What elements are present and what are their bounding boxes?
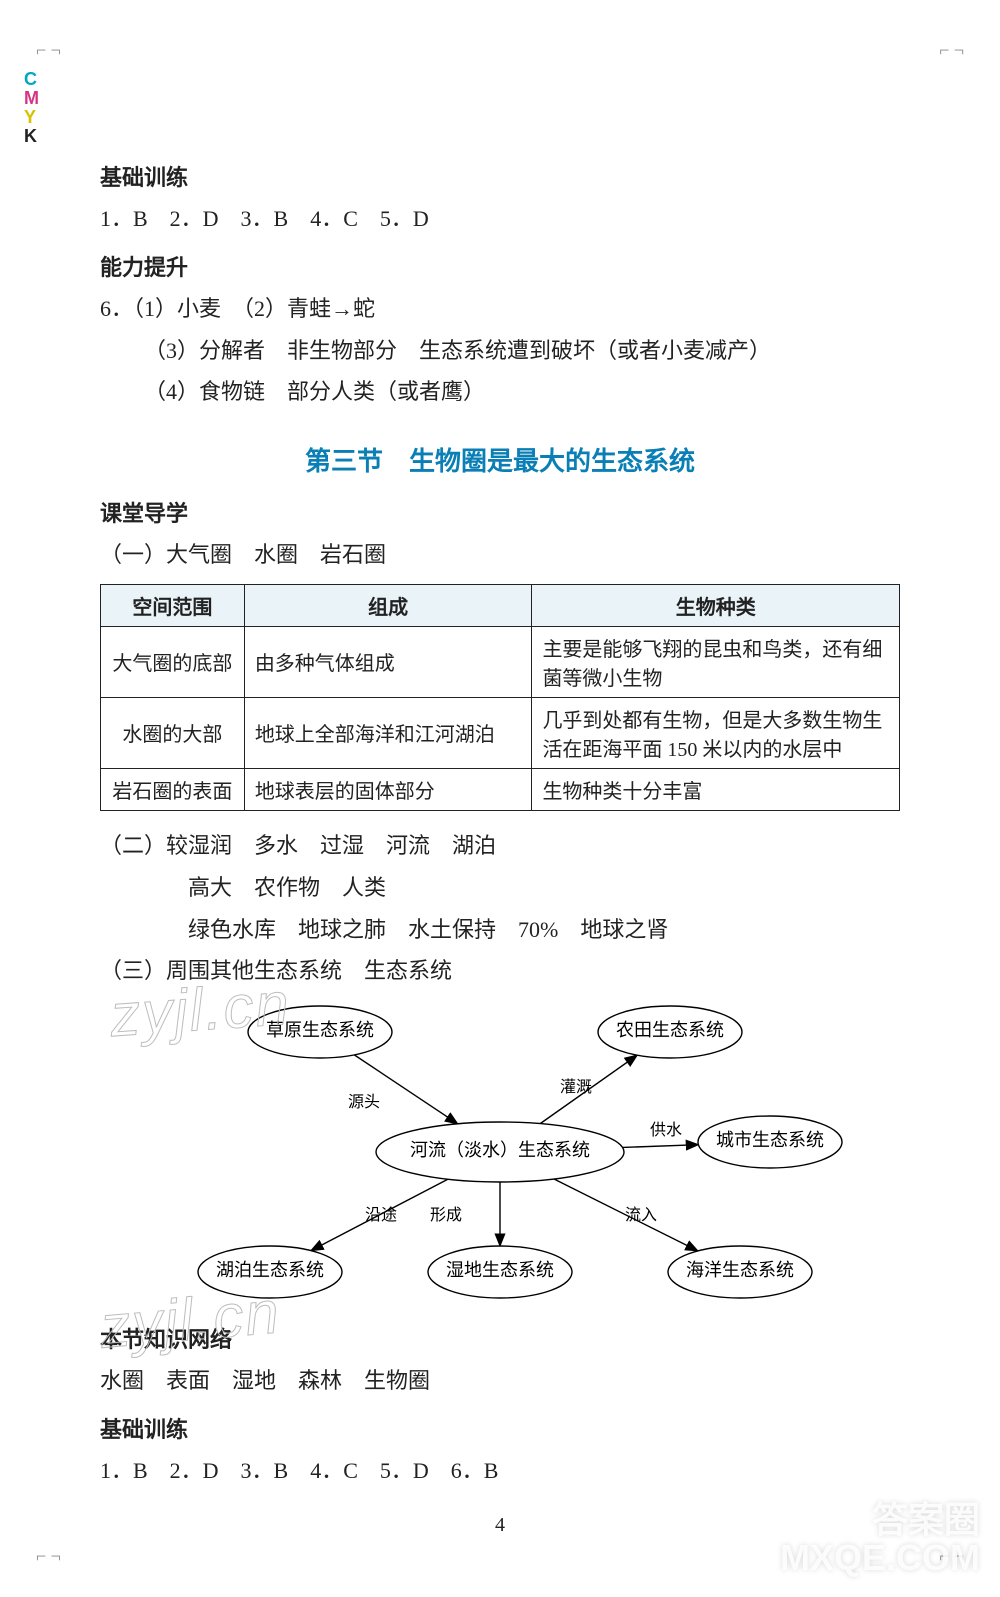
crop-mark-tr: ⌐ ¬	[939, 40, 964, 61]
diagram-node-label: 湿地生态系统	[446, 1260, 554, 1280]
cell: 几乎到处都有生物，但是大多数生物生活在距海平面 150 米以内的水层中	[532, 697, 900, 768]
crop-mark-tl: ⌐ ¬	[36, 40, 61, 61]
biosphere-table: 空间范围 组成 生物种类 大气圈的底部 由多种气体组成 主要是能够飞翔的昆虫和鸟…	[100, 584, 900, 811]
heading-classguide: 课堂导学	[100, 496, 900, 528]
heading-basic-training-2: 基础训练	[100, 1412, 900, 1444]
crop-mark-br: ⌐ ¬	[939, 1546, 964, 1567]
diagram-edge-label: 源头	[348, 1093, 380, 1111]
diagram-edge-label: 供水	[650, 1121, 682, 1139]
table-row: 岩石圈的表面 地球表层的固体部分 生物种类十分丰富	[101, 768, 900, 810]
table-row: 大气圈的底部 由多种气体组成 主要是能够飞翔的昆虫和鸟类，还有细菌等微小生物	[101, 626, 900, 697]
diagram-node-label: 湖泊生态系统	[216, 1260, 324, 1280]
cmyk-c: C	[24, 69, 37, 89]
diagram-node-label: 城市生态系统	[716, 1130, 824, 1150]
diagram-node-label: 草原生态系统	[266, 1020, 374, 1040]
q6-line-1: 6．（1）小麦 （2）青蛙→蛇	[100, 288, 900, 330]
part-iii-line: （三）周围其他生态系统 生态系统	[100, 950, 900, 992]
knowledge-line: 水圈 表面 湿地 森林 生物圈	[100, 1360, 900, 1402]
page-body: 基础训练 1．B 2．D 3．B 4．C 5．D 能力提升 6．（1）小麦 （2…	[0, 0, 1000, 1597]
th-species: 生物种类	[532, 584, 900, 626]
diagram-edge	[623, 1145, 699, 1148]
cmyk-k: K	[24, 126, 37, 146]
th-range: 空间范围	[101, 584, 245, 626]
cell: 水圈的大部	[101, 697, 245, 768]
diagram-node-label: 农田生态系统	[616, 1020, 724, 1040]
diagram-edge-label: 形成	[430, 1206, 462, 1224]
table-row: 水圈的大部 地球上全部海洋和江河湖泊 几乎到处都有生物，但是大多数生物生活在距海…	[101, 697, 900, 768]
cell: 大气圈的底部	[101, 626, 245, 697]
part-i-line: （一）大气圈 水圈 岩石圈	[100, 534, 900, 576]
diagram-node-label: 海洋生态系统	[686, 1260, 794, 1280]
q6-line-4: （4）食物链 部分人类（或者鹰）	[100, 371, 900, 413]
part-ii-line-1: （二）较湿润 多水 过湿 河流 湖泊	[100, 825, 900, 867]
part-ii-line-3: 绿色水库 地球之肺 水土保持 70% 地球之肾	[100, 909, 900, 951]
diagram-edge	[354, 1055, 457, 1124]
answers-line-2: 1．B 2．D 3．B 4．C 5．D 6．B	[100, 1450, 900, 1492]
diagram-node-label: 河流（淡水）生态系统	[410, 1140, 590, 1160]
diagram-edge-label: 灌溉	[560, 1078, 592, 1096]
answers-line-1: 1．B 2．D 3．B 4．C 5．D	[100, 198, 900, 240]
heading-basic-training: 基础训练	[100, 160, 900, 192]
cell: 主要是能够飞翔的昆虫和鸟类，还有细菌等微小生物	[532, 626, 900, 697]
cell: 地球上全部海洋和江河湖泊	[244, 697, 532, 768]
page-number: 4	[100, 1514, 900, 1537]
diagram-edge-label: 沿途	[365, 1206, 397, 1224]
cell: 岩石圈的表面	[101, 768, 245, 810]
q6-line-3: （3）分解者 非生物部分 生态系统遭到破坏（或者小麦减产）	[100, 330, 900, 372]
cell: 由多种气体组成	[244, 626, 532, 697]
cell: 地球表层的固体部分	[244, 768, 532, 810]
cell: 生物种类十分丰富	[532, 768, 900, 810]
ecosystem-diagram: 源头 灌溉供水沿途 形成 流入 草原生态系统 农田生态系统河流（淡水）生态系统 城市生态系…	[110, 992, 890, 1312]
part-ii-line-2: 高大 农作物 人类	[100, 867, 900, 909]
cmyk-y: Y	[24, 107, 36, 127]
cmyk-m: M	[24, 88, 39, 108]
diagram-edge-label: 流入	[625, 1206, 657, 1224]
cmyk-marks: C M Y K	[24, 70, 39, 146]
th-comp: 组成	[244, 584, 532, 626]
section-3-title: 第三节 生物圈是最大的生态系统	[100, 441, 900, 478]
crop-mark-bl: ⌐ ¬	[36, 1546, 61, 1567]
heading-knowledge-net: 本节知识网络	[100, 1322, 900, 1354]
heading-ability: 能力提升	[100, 250, 900, 282]
